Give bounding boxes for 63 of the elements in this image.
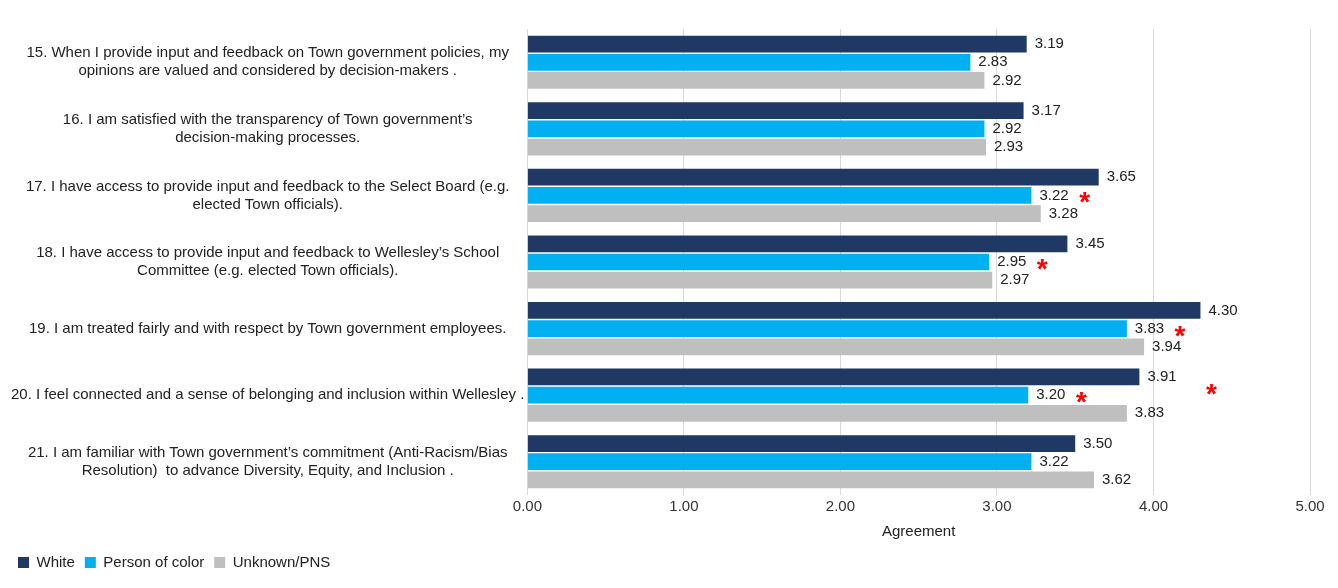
data-label: 3.94 — [1152, 336, 1182, 354]
data-label: 3.45 — [1075, 233, 1105, 251]
annotation: * — [1079, 186, 1091, 218]
data-label: 3.65 — [1106, 167, 1136, 185]
annotation: * — [1036, 253, 1048, 284]
bar — [527, 235, 1068, 253]
data-label: 3.28 — [1048, 203, 1078, 221]
data-label: 3.83 — [1134, 318, 1165, 336]
bar — [527, 253, 990, 271]
data-label: 3.22 — [1039, 451, 1069, 469]
bar — [527, 205, 1041, 222]
data-label: 3.83 — [1134, 403, 1165, 421]
bar — [527, 35, 1027, 53]
data-label: 2.92 — [992, 70, 1022, 88]
y-tick-label: 18. I have access to provide input and feedback to Wellesley’s School Committee (e.g. elected Town officials). — [36, 243, 500, 279]
y-tick-label: 19. I am treated fairly and with respect by Town government employees. — [28, 318, 507, 336]
data-label: 3.50 — [1083, 433, 1113, 451]
bar — [527, 102, 1024, 120]
y-tick-label: 16. I am satisfied with the transparency of Town government’s decision-making processes. — [62, 110, 473, 145]
bar — [527, 138, 986, 156]
bar — [527, 368, 1140, 386]
legend-label: Unknown/PNS — [232, 552, 331, 570]
data-label: 3.19 — [1034, 34, 1064, 52]
data-label: 3.20 — [1036, 385, 1066, 403]
bar — [527, 271, 993, 289]
data-label: 3.91 — [1147, 367, 1177, 385]
data-label: 3.62 — [1102, 470, 1132, 488]
bar — [527, 435, 1076, 452]
y-tick-label: 21. I am familiar with Town government’s commitment (Anti-Racism/Bias Resolution) to advance Diversity, Equity, and Inclusion . — [27, 442, 508, 478]
x-tick-label: 2.00 — [825, 497, 856, 515]
bar — [527, 72, 985, 89]
bar — [527, 338, 1145, 356]
data-label: 3.17 — [1031, 100, 1061, 118]
x-tick-label: 3.00 — [982, 497, 1012, 515]
legend-label: Person of color — [103, 552, 205, 570]
bar — [527, 53, 971, 71]
bar — [527, 320, 1127, 337]
data-label: 4.30 — [1208, 300, 1238, 318]
x-axis-title: Agreement — [882, 522, 957, 540]
x-tick-label: 1.00 — [669, 497, 699, 515]
data-label: 2.95 — [997, 252, 1027, 270]
bar — [527, 404, 1127, 422]
x-tick-label: 5.00 — [1295, 497, 1325, 515]
data-label: 3.22 — [1039, 185, 1069, 203]
bar — [527, 302, 1201, 319]
bar — [527, 120, 985, 138]
data-label: 2.93 — [994, 137, 1024, 155]
bar — [527, 168, 1099, 186]
bar — [527, 453, 1032, 471]
legend-label: White — [36, 552, 75, 570]
data-label: 2.83 — [978, 52, 1008, 70]
y-tick-label: 20. I feel connected and a sense of belonging and inclusion within Wellesley . — [10, 385, 525, 403]
y-tick-label: 15. When I provide input and feedback on Town government policies, my opinions are valued and considered by decision-makers . — [26, 43, 510, 79]
data-label: 2.92 — [992, 119, 1022, 136]
bar — [527, 386, 1029, 404]
data-label: 2.97 — [1000, 270, 1030, 288]
bar — [527, 471, 1094, 489]
y-tick-label: 17. I have access to provide input and feedback to the Select Board (e.g. elected Town officials). — [25, 176, 510, 212]
bar — [527, 187, 1032, 204]
x-tick-label: 0.00 — [512, 497, 542, 515]
annotation: * — [1206, 378, 1217, 410]
x-tick-label: 4.00 — [1138, 497, 1169, 515]
annotation: * — [1076, 386, 1087, 418]
